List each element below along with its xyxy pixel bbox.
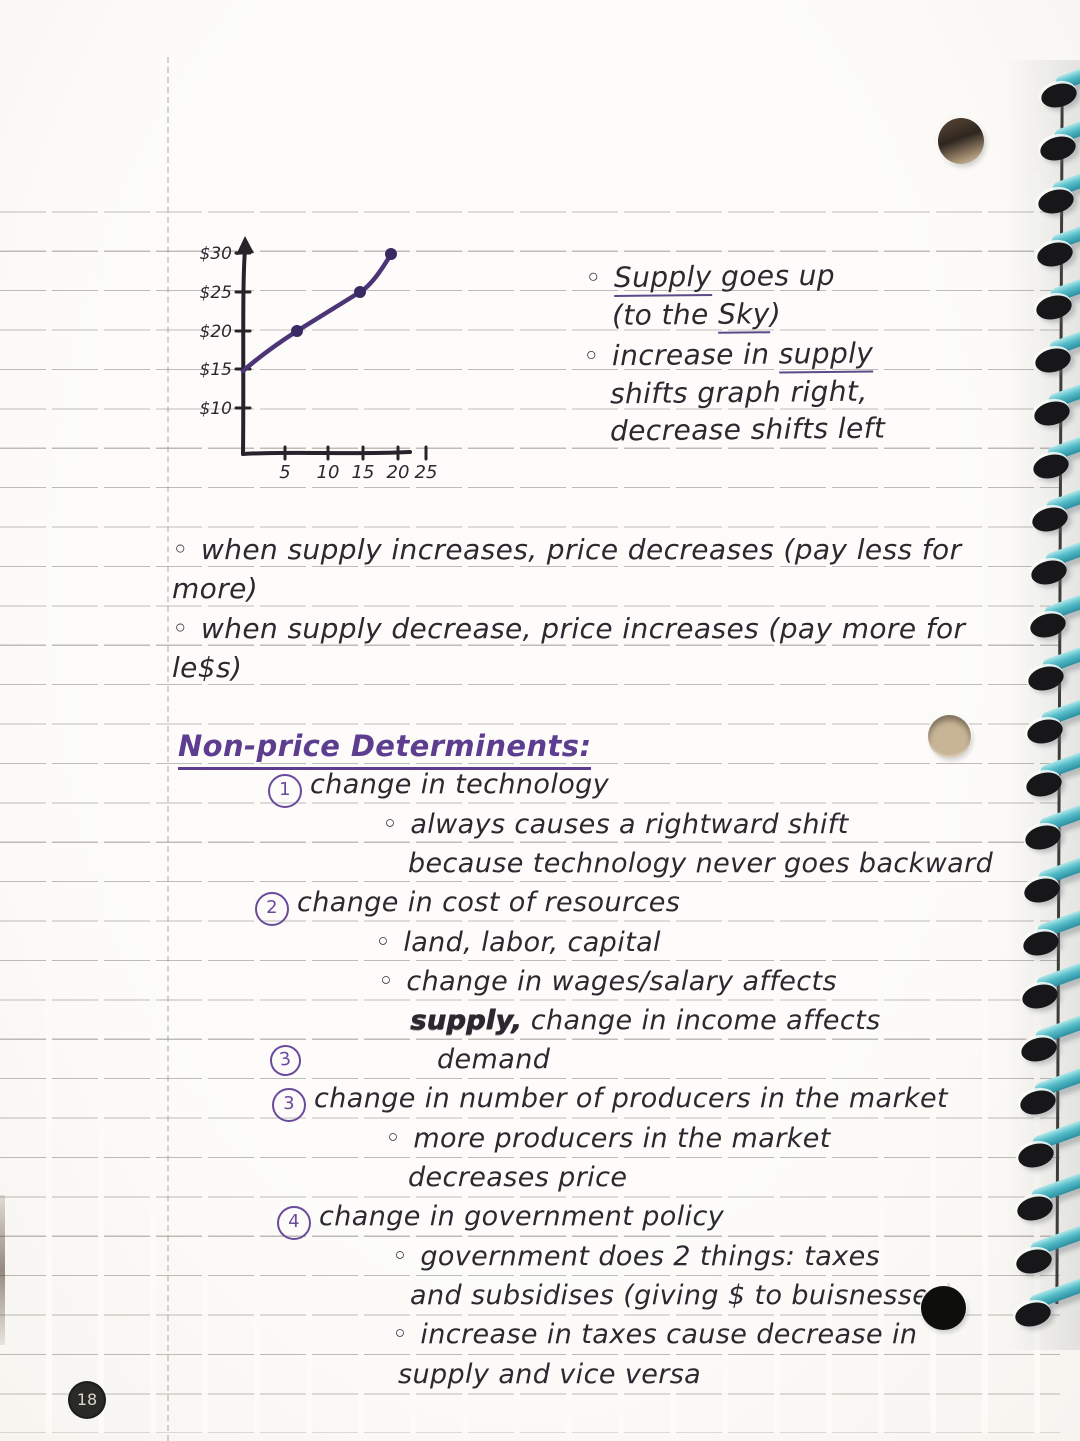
x-tick-label: 20 xyxy=(387,462,410,483)
item-title: change in number of producers in the mar… xyxy=(314,1083,948,1114)
list-subitem: government does 2 things: taxes xyxy=(392,1238,880,1276)
spiral-coil xyxy=(1015,1153,1080,1227)
list-subitem: land, labor, capital xyxy=(375,924,661,962)
spiral-coil xyxy=(1029,464,1080,538)
spiral-coil xyxy=(1022,782,1080,856)
spiral-coil xyxy=(1025,676,1080,750)
list-item-2: 2 change in cost of resources xyxy=(255,884,680,926)
spiral-coil xyxy=(1037,93,1080,167)
spiral-coil xyxy=(1023,729,1080,803)
note-line: when supply increases, price decreases (… xyxy=(172,531,961,569)
list-subitem: supply, change in income affects xyxy=(410,1002,881,1040)
note-line: more) xyxy=(172,572,259,605)
list-subitem: change in wages/salary affects xyxy=(378,963,837,1001)
y-axis-arrow xyxy=(236,236,254,255)
section-heading: Non-price Determinents: xyxy=(178,727,592,770)
item-title: change in cost of resources xyxy=(297,887,681,918)
item-title: change in technology xyxy=(310,769,610,800)
list-subitem: and subsidises (giving $ to buisnesses) xyxy=(410,1280,955,1311)
stray-circled-number: 3 xyxy=(267,1036,309,1079)
graph-note-line: shifts graph right, xyxy=(609,374,868,411)
list-item-1: 1 change in technology xyxy=(268,766,609,808)
note-text: ) xyxy=(769,297,782,331)
note-line: when supply decrease, price increases (p… xyxy=(172,610,965,648)
spiral-coil xyxy=(1032,305,1080,379)
spiral-coil xyxy=(1036,146,1080,220)
spiral-coil xyxy=(1026,623,1080,697)
underlined-word: supply xyxy=(778,336,874,374)
spiral-coil xyxy=(1018,994,1080,1068)
spiral-coil xyxy=(1012,1259,1080,1333)
y-tick-label: $30 xyxy=(200,244,232,264)
data-point xyxy=(354,286,366,298)
graph-note-line: increase in supply xyxy=(583,334,874,375)
spiral-coil xyxy=(1033,252,1080,326)
list-subitem: because technology never goes backward xyxy=(408,848,994,879)
spiral-coil xyxy=(1013,1206,1080,1280)
supply-graph: $30 $25 $20 $15 $10 5 10 15 20 25 xyxy=(160,228,460,490)
list-subitem: supply and vice versa xyxy=(398,1359,702,1390)
spiral-coil xyxy=(1030,411,1080,485)
x-tick-label: 25 xyxy=(415,462,438,483)
circled-number: 1 xyxy=(268,774,302,808)
spiral-coil xyxy=(1017,1047,1080,1121)
graph-note-line: decrease shifts left xyxy=(609,411,886,448)
x-ticks xyxy=(283,445,428,461)
spiral-coil xyxy=(1019,941,1080,1015)
list-item-4: 4 change in government policy xyxy=(277,1198,724,1240)
note-text: goes up xyxy=(711,258,836,293)
note-text: change in income affects xyxy=(521,1005,881,1036)
note-text: (to the xyxy=(611,297,719,332)
underlined-word: Supply xyxy=(613,259,712,298)
spiral-coil xyxy=(1016,1100,1080,1174)
graph-note-line: (to the Sky) xyxy=(612,295,781,335)
page-edge-smudge xyxy=(0,1195,5,1345)
list-subitem: decreases price xyxy=(408,1162,628,1193)
item-title: change in government policy xyxy=(319,1201,725,1232)
circled-number: 3 xyxy=(267,1042,304,1079)
list-subitem: more producers in the market xyxy=(385,1120,831,1158)
punch-hole-middle xyxy=(928,715,971,758)
list-subitem: increase in taxes cause decrease in xyxy=(392,1316,917,1354)
overwritten-word: supply, xyxy=(410,1005,522,1036)
list-item-3: 3 change in number of producers in the ma… xyxy=(272,1080,948,1122)
note-text: increase in xyxy=(611,337,779,373)
y-tick-label: $15 xyxy=(200,360,232,380)
x-tick-label: 15 xyxy=(352,462,375,483)
circled-number: 2 xyxy=(255,892,289,926)
supply-graph-svg: $30 $25 $20 $15 $10 5 10 15 20 25 xyxy=(200,236,438,483)
graph-note-line: Supply goes up xyxy=(585,257,835,298)
spiral-coil xyxy=(1027,570,1080,644)
spiral-coil xyxy=(1028,517,1080,591)
spiral-coil xyxy=(1020,888,1080,962)
spiral-coil xyxy=(1038,40,1080,114)
y-tick-label: $20 xyxy=(200,322,232,342)
punch-hole-bottom xyxy=(921,1286,966,1330)
data-point xyxy=(291,325,303,337)
y-tick-label: $10 xyxy=(200,399,232,419)
supply-curve xyxy=(240,251,394,374)
data-point xyxy=(385,248,397,260)
x-axis xyxy=(241,450,412,456)
list-subitem: demand xyxy=(437,1044,551,1075)
circled-number: 4 xyxy=(277,1206,311,1240)
spiral-coil xyxy=(1031,358,1080,432)
circled-number: 3 xyxy=(272,1088,306,1122)
spiral-coil xyxy=(1035,199,1080,273)
y-tick-label: $25 xyxy=(200,283,232,303)
underlined-word: Sky xyxy=(717,297,770,334)
spiral-coil xyxy=(1021,835,1080,909)
x-tick-label: 10 xyxy=(317,462,340,483)
page-number: 18 xyxy=(70,1383,104,1417)
list-subitem: always causes a rightward shift xyxy=(382,806,849,844)
margin-line xyxy=(167,57,169,1441)
punch-hole-top xyxy=(938,118,984,164)
y-axis xyxy=(241,248,247,456)
x-tick-label: 5 xyxy=(279,462,290,483)
note-line: le$s) xyxy=(172,651,243,684)
